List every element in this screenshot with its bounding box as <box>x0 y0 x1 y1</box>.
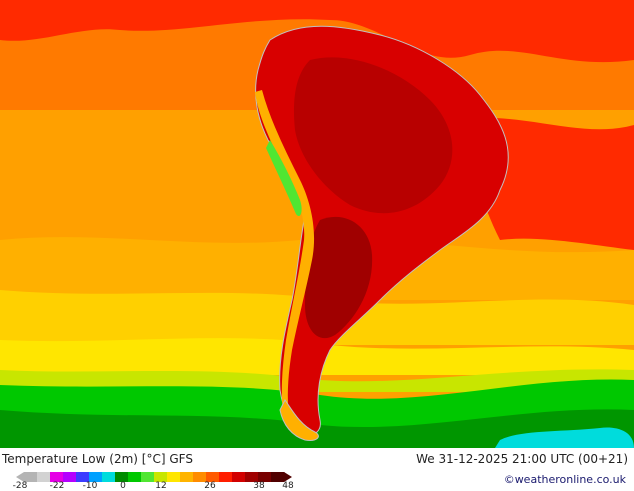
color-scale <box>16 472 292 482</box>
scale-tick-label: 12 <box>155 481 167 491</box>
scale-swatch <box>24 472 38 482</box>
scale-swatch <box>141 472 155 482</box>
scale-swatch <box>258 472 272 482</box>
scale-tick-label: 0 <box>120 481 126 491</box>
scale-swatch <box>271 472 285 482</box>
scale-swatch <box>167 472 181 482</box>
scale-tick-label: 26 <box>204 481 216 491</box>
scale-swatch <box>232 472 246 482</box>
scale-swatch <box>37 472 51 482</box>
valid-time: We 31-12-2025 21:00 UTC (00+21) <box>416 452 628 466</box>
map-footer: Temperature Low (2m) [°C] GFS We 31-12-2… <box>0 448 634 491</box>
scale-swatch <box>180 472 194 482</box>
scale-swatch <box>219 472 233 482</box>
cyan-patch <box>495 427 634 448</box>
scale-tick-label: -28 <box>12 481 28 491</box>
map-title: Temperature Low (2m) [°C] GFS <box>2 452 193 466</box>
andes-green <box>266 140 302 217</box>
scale-arrow-right <box>284 472 292 482</box>
scale-swatch <box>50 472 64 482</box>
credit-link[interactable]: ©weatheronline.co.uk <box>503 473 626 486</box>
scale-swatch <box>89 472 103 482</box>
scale-swatch <box>154 472 168 482</box>
scale-swatch <box>63 472 77 482</box>
scale-swatch <box>193 472 207 482</box>
interior-hot <box>293 57 453 214</box>
scale-tick-label: -10 <box>82 481 98 491</box>
scale-swatch <box>76 472 90 482</box>
scale-swatch <box>206 472 220 482</box>
scale-swatch <box>245 472 259 482</box>
scale-arrow-left <box>16 472 24 482</box>
scale-tick-label: 38 <box>253 481 265 491</box>
tierra-del-fuego <box>279 399 319 441</box>
band-tropics-north <box>0 0 634 63</box>
map-canvas <box>0 0 634 448</box>
scale-tick-label: -22 <box>49 481 65 491</box>
chaco-hot <box>305 216 373 339</box>
scale-swatch <box>115 472 129 482</box>
temperature-map <box>0 0 634 448</box>
color-scale-labels: -28 -22 -10 0 12 26 38 48 <box>0 481 320 491</box>
scale-swatch <box>102 472 116 482</box>
scale-tick-label: 48 <box>282 481 294 491</box>
andes-strip <box>255 90 315 420</box>
scale-swatch <box>128 472 142 482</box>
